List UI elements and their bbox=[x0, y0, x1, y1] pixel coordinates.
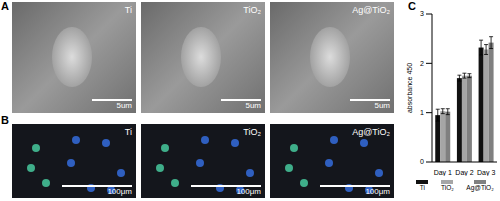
html-text:Ti: Ti bbox=[419, 184, 425, 191]
svg-text:2: 2 bbox=[420, 60, 424, 67]
html-text:Ti: Ti bbox=[124, 5, 132, 15]
svg-text:Day 3: Day 3 bbox=[477, 169, 492, 176]
html-text:Ag@TiO₂: Ag@TiO₂ bbox=[352, 127, 390, 137]
html-text:100μm: 100μm bbox=[365, 187, 390, 196]
svg-text:absorbance 450: absorbance 450 bbox=[406, 63, 413, 113]
html-text:TiO₂: TiO₂ bbox=[243, 5, 261, 15]
svg-text:0: 0 bbox=[420, 158, 424, 165]
html-text:TiO₂: TiO₂ bbox=[243, 127, 261, 137]
html-text:5um: 5um bbox=[245, 101, 261, 110]
html-text:5um: 5um bbox=[116, 101, 132, 110]
html-text:Ag@TiO₂: Ag@TiO₂ bbox=[352, 5, 390, 15]
html-text:5um: 5um bbox=[374, 101, 390, 110]
svg-text:Day 1: Day 1 bbox=[434, 169, 452, 176]
html-text:A: A bbox=[1, 0, 9, 12]
html-text:B: B bbox=[1, 114, 9, 126]
svg-text:3: 3 bbox=[420, 10, 424, 17]
svg-text:1: 1 bbox=[420, 109, 424, 116]
html-text:C: C bbox=[408, 0, 416, 12]
html-text:Ti: Ti bbox=[124, 127, 132, 137]
html-text:100μm: 100μm bbox=[236, 187, 261, 196]
html-text:100μm: 100μm bbox=[107, 187, 132, 196]
html-text:TiO₂: TiO₂ bbox=[441, 184, 454, 191]
html-text:Ag@TiO₂: Ag@TiO₂ bbox=[466, 184, 494, 191]
svg-text:Day 2: Day 2 bbox=[455, 169, 473, 176]
